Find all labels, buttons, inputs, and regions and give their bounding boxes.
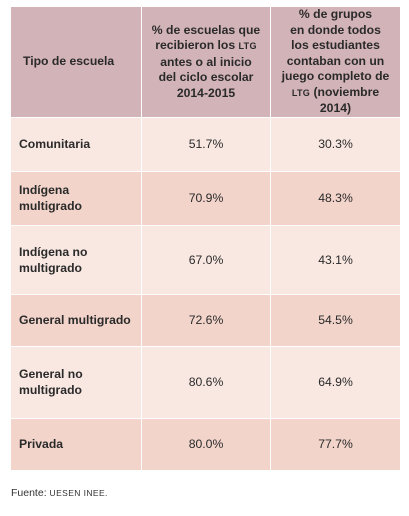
row-pct-groups: 54.5%	[270, 293, 401, 347]
table-row: Indígena multigrado 70.9% 48.3%	[10, 170, 401, 226]
table-row: Indígena no multigrado 67.0% 43.1%	[10, 224, 401, 295]
header-pct-schools-ltg: LTG	[238, 41, 257, 51]
header-pct-groups-line2: en donde todos	[290, 22, 381, 37]
row-pct-groups: 30.3%	[270, 116, 401, 172]
table-row: General no multigrado 80.6% 64.9%	[10, 345, 401, 419]
row-school-type: Privada	[10, 417, 142, 471]
row-pct-schools: 51.7%	[141, 116, 271, 172]
source-note: Fuente: UESEN INEE.	[11, 487, 108, 499]
table-header-row: Tipo de escuela % de escuelas que recibi…	[10, 6, 401, 118]
data-table-container: Tipo de escuela % de escuelas que recibi…	[10, 6, 401, 471]
table-row: General multigrado 72.6% 54.5%	[10, 293, 401, 347]
row-pct-schools: 80.6%	[141, 345, 271, 419]
row-pct-schools: 67.0%	[141, 224, 271, 295]
source-label: Fuente:	[11, 487, 50, 499]
row-pct-groups: 43.1%	[270, 224, 401, 295]
table-row: Comunitaria 51.7% 30.3%	[10, 116, 401, 172]
data-table: Tipo de escuela % de escuelas que recibi…	[10, 6, 401, 471]
header-pct-groups-ltg: LTG	[291, 87, 311, 98]
source-text: UESEN INEE.	[49, 488, 108, 498]
row-pct-groups: 48.3%	[270, 170, 401, 226]
header-pct-groups-line4: contaban con un	[286, 53, 385, 68]
header-pct-schools-line1: % de escuelas que	[151, 22, 261, 37]
header-pct-groups: % de grupos en donde todos los estudiant…	[270, 6, 401, 118]
row-school-type: Comunitaria	[10, 116, 142, 172]
header-pct-schools-line4: del ciclo escolar	[158, 70, 254, 84]
row-pct-groups: 77.7%	[270, 417, 401, 471]
row-school-type: Indígena multigrado	[10, 170, 142, 226]
header-pct-schools: % de escuelas que recibieron los LTG ant…	[141, 6, 271, 118]
row-pct-schools: 72.6%	[141, 293, 271, 347]
row-pct-schools: 80.0%	[141, 417, 271, 471]
header-pct-groups-line6: (noviembre 2014)	[310, 84, 380, 116]
header-school-type: Tipo de escuela	[10, 6, 142, 118]
header-pct-schools-line3: antes o al inicio	[160, 54, 252, 69]
row-pct-groups: 64.9%	[270, 345, 401, 419]
header-pct-groups-line1: % de grupos	[298, 7, 373, 21]
header-pct-groups-line5: juego completo de	[281, 69, 390, 83]
header-pct-schools-line2: recibieron los	[155, 38, 239, 52]
header-pct-groups-line3: los estudiantes	[291, 38, 380, 52]
row-school-type: General multigrado	[10, 293, 142, 347]
row-school-type: Indígena no multigrado	[10, 224, 142, 295]
header-pct-schools-line5: 2014-2015	[176, 85, 236, 100]
table-row: Privada 80.0% 77.7%	[10, 417, 401, 471]
row-pct-schools: 70.9%	[141, 170, 271, 226]
row-school-type: General no multigrado	[10, 345, 142, 419]
